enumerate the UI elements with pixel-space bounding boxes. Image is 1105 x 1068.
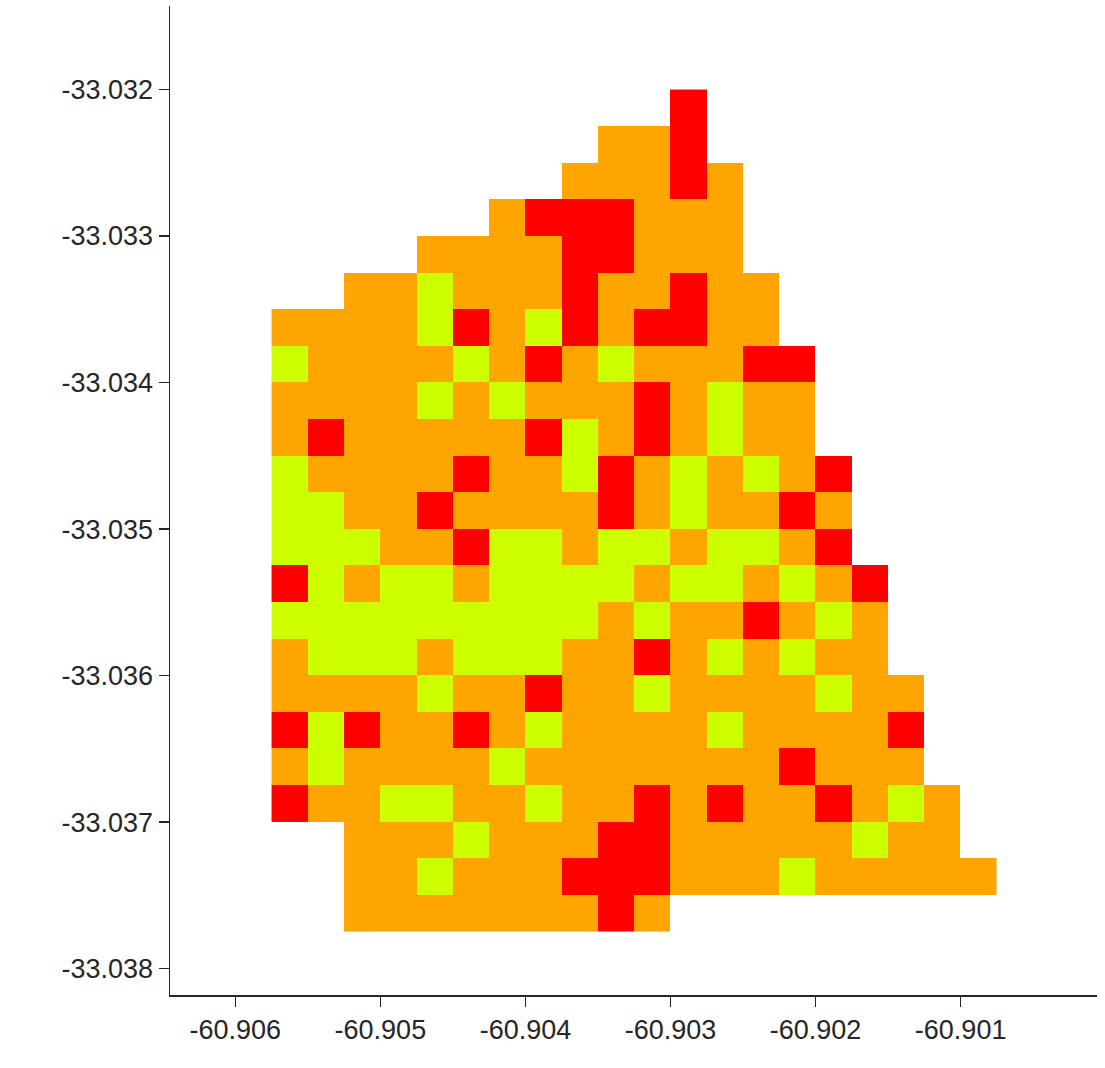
svg-text:-33.032: -33.032: [62, 75, 154, 105]
svg-text:-33.035: -33.035: [62, 515, 154, 545]
svg-text:-33.036: -33.036: [62, 661, 154, 691]
svg-text:-60.901: -60.901: [915, 1015, 1007, 1045]
svg-text:-60.905: -60.905: [335, 1015, 427, 1045]
svg-text:-60.903: -60.903: [625, 1015, 717, 1045]
svg-text:-33.037: -33.037: [62, 808, 154, 838]
svg-text:-60.902: -60.902: [770, 1015, 862, 1045]
svg-text:-60.904: -60.904: [480, 1015, 572, 1045]
svg-text:-33.038: -33.038: [62, 954, 154, 984]
svg-text:-60.906: -60.906: [189, 1015, 281, 1045]
svg-text:-33.034: -33.034: [62, 368, 154, 398]
svg-text:-33.033: -33.033: [62, 221, 154, 251]
